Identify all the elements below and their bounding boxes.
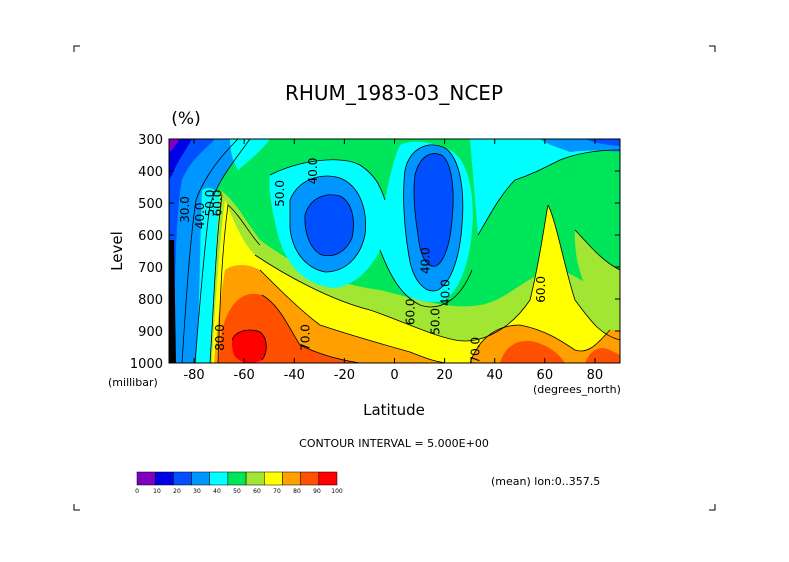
colorbar-label: 60 <box>253 488 261 495</box>
colorbar-label: 10 <box>153 488 161 495</box>
colorbar-label: 30 <box>193 488 201 495</box>
x-tick-label: -60 <box>234 368 255 383</box>
contour-label: 40.0 <box>439 279 453 306</box>
contour-label: 50.0 <box>273 180 287 207</box>
contour-label: 70.0 <box>469 337 483 364</box>
y-tick-label: 500 <box>138 197 163 212</box>
x-tick-label: 60 <box>537 368 554 383</box>
contour-label: 60.0 <box>534 276 548 303</box>
colorbar-label: 70 <box>273 488 281 495</box>
x-axis-title: Latitude <box>363 401 425 419</box>
colorbar-label: 80 <box>293 488 301 495</box>
contour-label: 40.0 <box>193 202 207 229</box>
colorbar-swatch <box>191 471 210 486</box>
contour-label: 70.0 <box>298 324 312 351</box>
colorbar-swatch <box>136 471 156 486</box>
x-unit-label: (degrees_north) <box>533 383 621 396</box>
band-lime-north-high <box>574 230 620 300</box>
contour-label: 40.0 <box>419 247 433 274</box>
x-tick-label: -20 <box>334 368 355 383</box>
colorbar-swatch <box>318 471 338 486</box>
contour-interval-note: CONTOUR INTERVAL = 5.000E+00 <box>299 437 489 450</box>
band-darkblue-upper-north <box>585 139 620 146</box>
contour-label: 60.0 <box>404 298 418 325</box>
band-darkblue-mid <box>304 194 354 256</box>
contour-lines <box>181 139 620 363</box>
band-navy-south <box>169 139 192 180</box>
colorbar-label: 50 <box>233 488 241 495</box>
colorbar-swatch <box>264 471 283 486</box>
y-tick-label: 1000 <box>130 357 163 372</box>
colorbar-label: 90 <box>313 488 321 495</box>
y-tick-label: 800 <box>138 293 163 308</box>
contour-label: 50.0 <box>203 190 217 217</box>
colorbar-swatch <box>154 471 174 486</box>
x-tick-label: 80 <box>587 368 604 383</box>
band-purple-corner <box>169 139 180 152</box>
chart-title: RHUM_1983-03_NCEP <box>285 81 503 105</box>
y-unit-label: (millibar) <box>108 376 158 389</box>
y-tick-label: 400 <box>138 165 163 180</box>
x-tick-label: 0 <box>390 368 398 383</box>
crop-marks <box>73 45 716 511</box>
band-red-core <box>232 330 267 363</box>
colorbar-swatch <box>282 471 301 486</box>
band-redorange-east <box>500 340 565 363</box>
contour-label: 60.0 <box>211 190 225 217</box>
colorbar-swatch <box>300 471 320 486</box>
colorbar-label: 40 <box>213 488 221 495</box>
y-axis-title: Level <box>108 231 126 271</box>
band-cyan-south <box>196 188 222 363</box>
x-tick-label: 40 <box>486 368 503 383</box>
band-cyan-upper-north <box>470 139 620 235</box>
colorbar-swatch <box>245 471 265 486</box>
colorbar-swatch <box>209 471 229 486</box>
colorbar-label: 20 <box>173 488 181 495</box>
band-redorange-far-east <box>585 348 620 363</box>
contour-label: 50.0 <box>429 308 443 335</box>
contour-label: 80.0 <box>213 324 227 351</box>
x-tick-label: -80 <box>183 368 204 383</box>
colorbar-swatch <box>173 471 192 486</box>
band-black-south <box>169 240 176 363</box>
y-tick-label: 600 <box>138 229 163 244</box>
contour-label: 30.0 <box>178 196 192 223</box>
band-cyan-upper-south <box>230 139 270 170</box>
contour-field <box>169 139 620 363</box>
y-tick-label: 700 <box>138 261 163 276</box>
y-tick-label: 900 <box>138 325 163 340</box>
colorbar-label: 0 <box>135 488 139 495</box>
band-darkblue-north-cell <box>414 153 454 267</box>
colorbar-swatch <box>227 471 247 486</box>
y-axis: 300 400 500 600 700 800 900 1000 <box>130 133 620 372</box>
contour-label: 40.0 <box>306 158 320 185</box>
x-axis: -80 -60 -40 -20 0 20 40 60 80 <box>183 139 603 383</box>
mean-note: (mean) lon:0..357.5 <box>491 475 600 488</box>
x-tick-label: -40 <box>284 368 305 383</box>
band-blue-south <box>169 139 250 363</box>
y-tick-label: 300 <box>138 133 163 148</box>
colorbar: 0 10 20 30 40 50 60 70 80 90 100 <box>135 471 343 495</box>
units-label: (%) <box>171 109 200 129</box>
contour-label-layer: 30.0 40.050.060.0 50.040.040.040.060.0 50.0… <box>178 158 548 364</box>
colorbar-label: 100 <box>331 488 343 495</box>
x-tick-label: 20 <box>436 368 453 383</box>
